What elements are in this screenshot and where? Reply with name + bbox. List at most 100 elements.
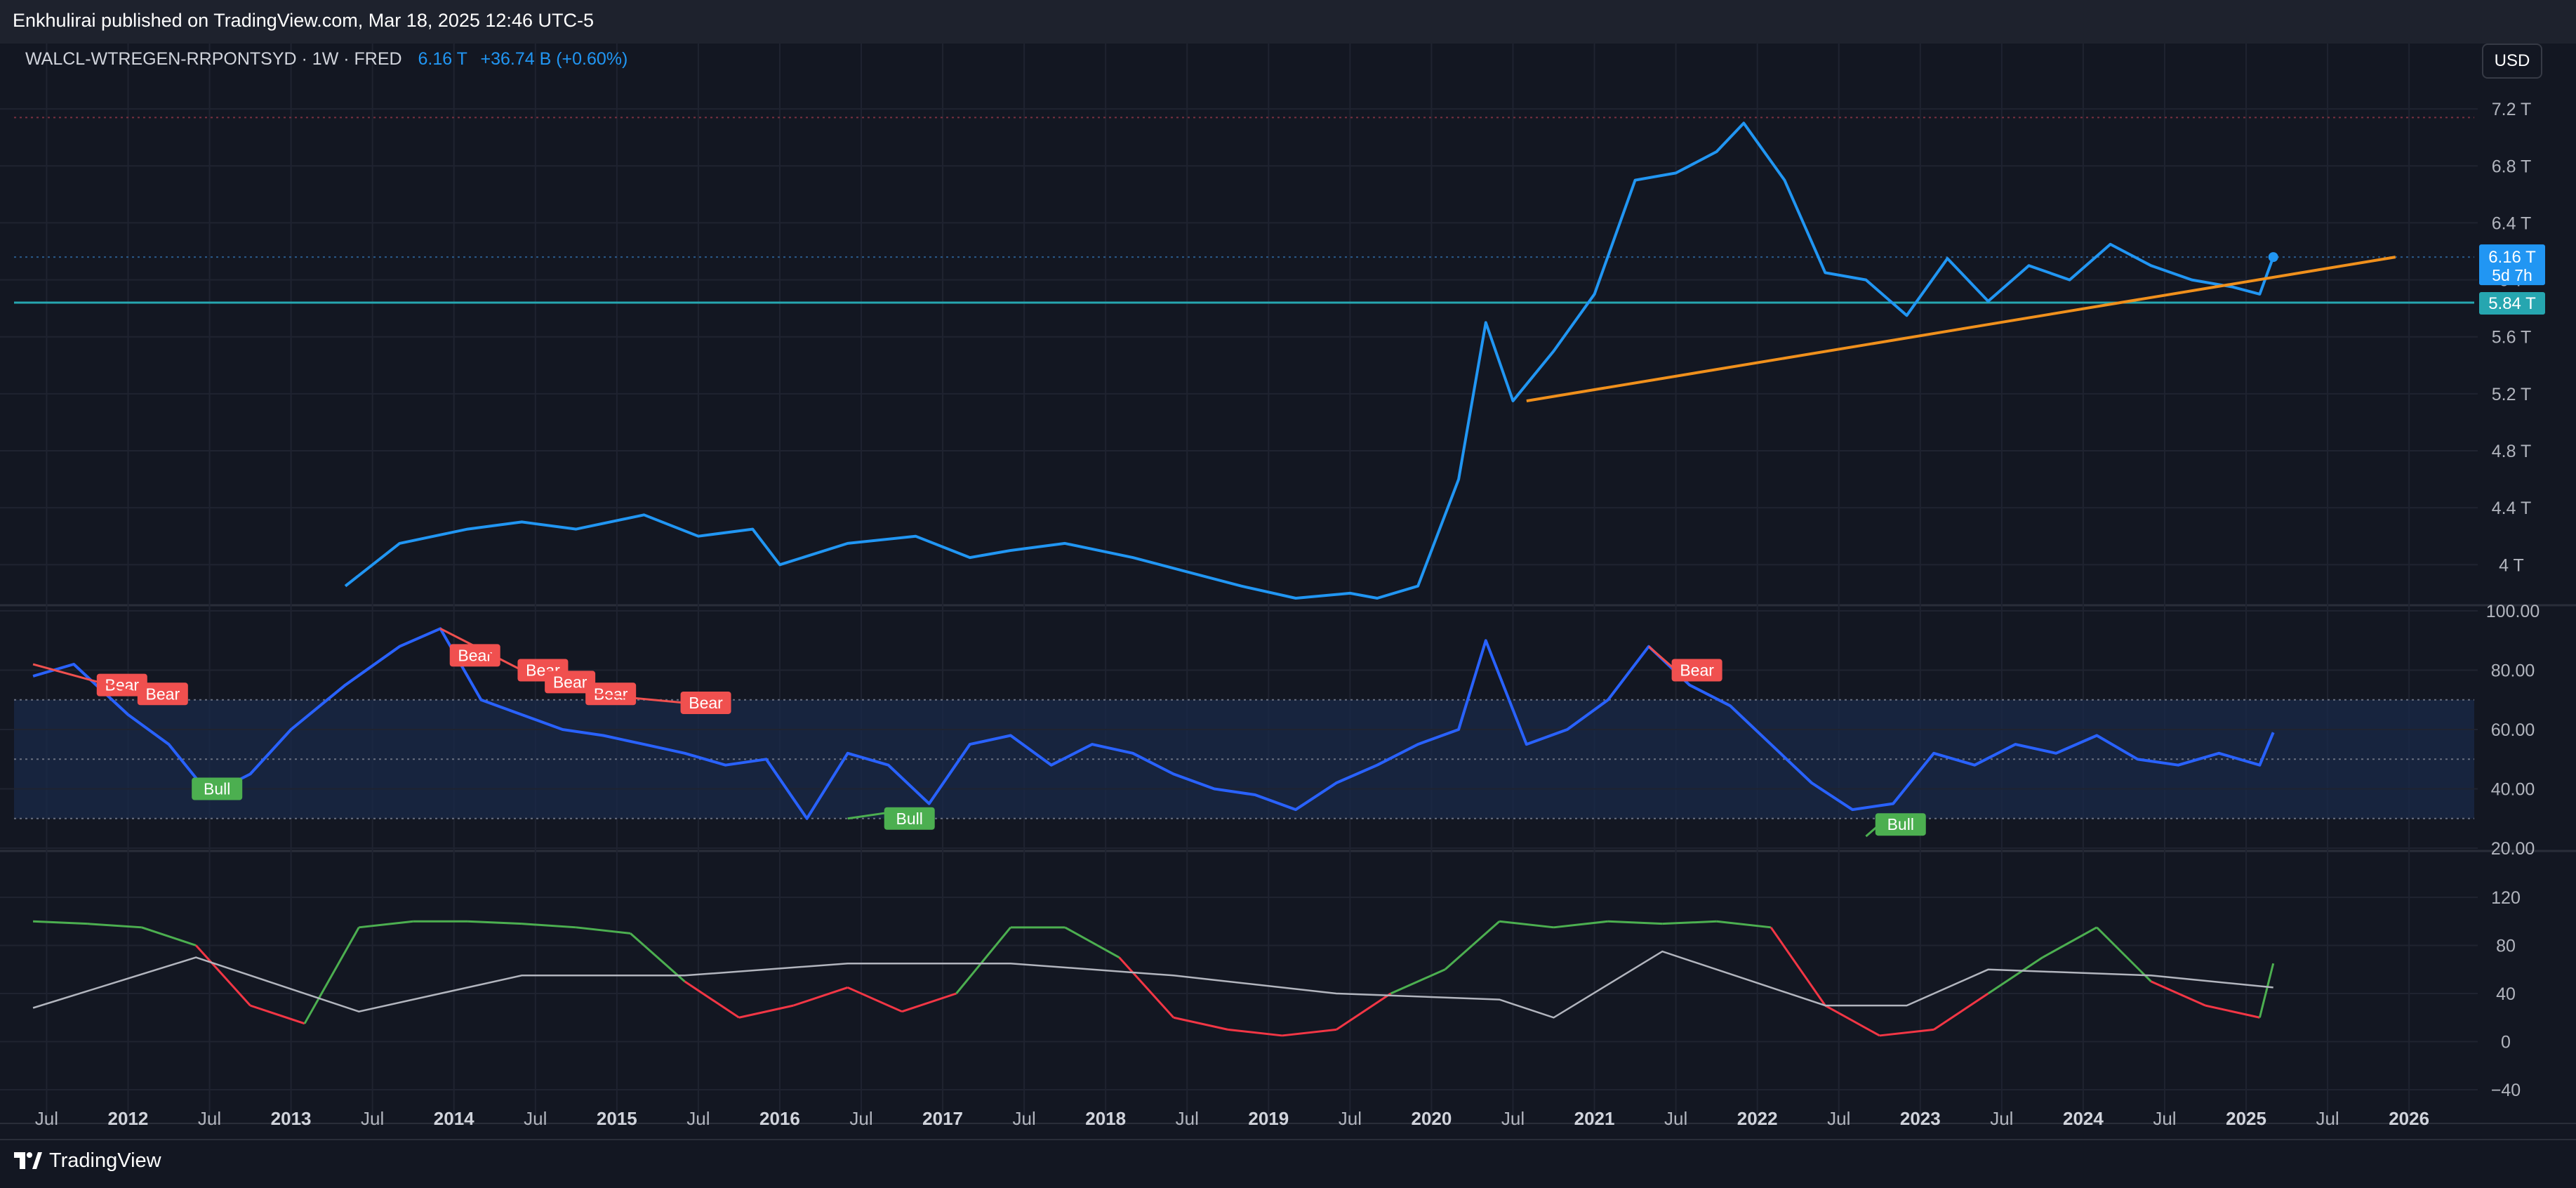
oscillator-segment: [901, 992, 957, 1013]
time-axis-label: Jul: [686, 1108, 710, 1129]
signal-label-box[interactable]: [137, 682, 188, 706]
support-price-label-box: [2479, 292, 2545, 315]
signal-label-bull: Bull: [1887, 815, 1914, 833]
oscillator-segment: [1444, 920, 1501, 970]
divergence-line: [32, 663, 142, 695]
rsi-axis-label: 60.00: [2491, 720, 2535, 740]
signal-label-box[interactable]: [884, 807, 935, 830]
oscillator-segment: [738, 1004, 794, 1019]
legend-symbol[interactable]: WALCL-WTREGEN-RRPONTSYD · 1W · FRED: [25, 49, 402, 69]
price-axis-label: 4 T: [2499, 555, 2524, 575]
time-axis-label: Jul: [2316, 1108, 2339, 1129]
trend-line[interactable]: [1526, 256, 2396, 402]
oscillator-segment: [1282, 1028, 1337, 1037]
signal-label-box[interactable]: [680, 691, 731, 714]
signal-label-box[interactable]: [1671, 659, 1722, 682]
oscillator-segment: [1553, 920, 1609, 929]
oscillator-signal-line[interactable]: [32, 950, 2273, 1019]
time-axis-label: 2018: [1085, 1108, 1126, 1129]
oscillator-segment: [847, 986, 903, 1013]
oscillator-segment: [1390, 968, 1446, 995]
oscillator-segment: [1662, 920, 1717, 925]
time-axis-label: Jul: [1990, 1108, 2013, 1129]
time-axis-label: 2020: [1412, 1108, 1452, 1129]
time-axis-label: 2026: [2389, 1108, 2429, 1129]
last-price-dot: [2268, 252, 2278, 263]
time-axis-label: Jul: [35, 1108, 58, 1129]
time-axis-label: 2016: [759, 1108, 800, 1129]
osc-axis-label: −40: [2491, 1081, 2521, 1100]
time-axis-label: Jul: [2153, 1108, 2176, 1129]
oscillator-segment: [359, 920, 413, 929]
tradingview-logo-icon: [14, 1152, 42, 1169]
signal-label-box[interactable]: [449, 644, 500, 667]
time-axis-label: Jul: [1501, 1108, 1525, 1129]
divergence-line: [439, 628, 523, 671]
chart-canvas[interactable]: Jul 2012 Jul 2013 Jul 2014 Jul 2015 Jul 2016 Jul 20…: [0, 44, 2576, 1139]
oscillator-segment: [1336, 992, 1392, 1031]
oscillator-segment: [1228, 1028, 1282, 1037]
time-axis-label: Jul: [1013, 1108, 1036, 1129]
signal-label-box[interactable]: [192, 777, 243, 800]
last-price-label-box: [2479, 244, 2545, 286]
time-axis-label: 2023: [1900, 1108, 1941, 1129]
osc-axis-label: 120: [2491, 888, 2521, 908]
currency-button[interactable]: USD: [2482, 44, 2542, 79]
chart-area[interactable]: Jul 2012 Jul 2013 Jul 2014 Jul 2015 Jul 2016 Jul 20…: [0, 44, 2576, 1139]
time-axis-label: Jul: [1339, 1108, 1362, 1129]
oscillator-segment: [467, 920, 522, 925]
signal-label-box[interactable]: [96, 673, 147, 697]
rsi-axis-label: 20.00: [2491, 839, 2535, 859]
signal-label-bull: Bull: [204, 780, 230, 798]
divergence-line: [1647, 645, 1677, 671]
oscillator-segment: [1824, 1004, 1880, 1037]
signal-label-bull: Bull: [896, 810, 923, 828]
top-bar: Enkhulirai published on TradingView.com,…: [0, 0, 2576, 44]
rsi-series-line[interactable]: [32, 627, 2275, 820]
oscillator-segment: [2042, 926, 2097, 958]
series-legend[interactable]: WALCL-WTREGEN-RRPONTSYD · 1W · FRED 6.16…: [25, 49, 628, 70]
divergence-line: [1865, 824, 1880, 838]
oscillator-segment: [1173, 1016, 1228, 1031]
divergence-line: [590, 692, 685, 704]
osc-axis-label: 80: [2496, 937, 2516, 956]
time-axis-label: 2012: [108, 1108, 149, 1129]
oscillator-segment: [2096, 926, 2152, 982]
osc-axis-label: 40: [2496, 984, 2516, 1004]
oscillator-segment: [1716, 920, 1772, 929]
price-axis-label: 6.4 T: [2492, 213, 2532, 233]
oscillator-segment: [2205, 1004, 2260, 1019]
support-price-label: 5.84 T: [2488, 294, 2536, 313]
price-series-line[interactable]: [344, 121, 2275, 600]
signal-label-bear: Bear: [553, 673, 587, 691]
time-axis-label: Jul: [1827, 1108, 1850, 1129]
time-axis-label: 2014: [434, 1108, 474, 1129]
oscillator-segment: [1607, 920, 1663, 925]
signal-label-box[interactable]: [545, 671, 596, 694]
legend-last-value: 6.16 T: [418, 49, 467, 69]
price-axis-label: 4.8 T: [2492, 442, 2532, 461]
last-price-label: 6.16 T: [2488, 248, 2536, 267]
oscillator-segment: [630, 932, 686, 982]
time-axis-label: 2015: [597, 1108, 637, 1129]
time-axis-label: 2019: [1248, 1108, 1289, 1129]
oscillator-segment: [33, 920, 88, 925]
oscillator-segment: [522, 923, 576, 929]
oscillator-segment: [1879, 1028, 1934, 1037]
time-axis-label: Jul: [1176, 1108, 1199, 1129]
oscillator-segment: [1987, 956, 2043, 995]
price-axis-label: 6.8 T: [2492, 157, 2532, 176]
time-axis-label: 2024: [2063, 1108, 2104, 1129]
rsi-axis-label: 80.00: [2491, 661, 2535, 681]
oscillator-segment: [576, 926, 631, 935]
signal-label-box[interactable]: [585, 682, 637, 706]
oscillator-segment: [684, 980, 740, 1019]
price-axis-label: 5.6 T: [2492, 328, 2532, 348]
tradingview-logo[interactable]: TradingView: [14, 1149, 161, 1173]
oscillator-segment: [1933, 992, 1989, 1031]
time-axis-label: Jul: [1664, 1108, 1687, 1129]
time-axis-label: 2022: [1737, 1108, 1778, 1129]
price-axis-label: 4.4 T: [2492, 499, 2532, 518]
bar-countdown-label: 5d 7h: [2492, 266, 2532, 284]
signal-label-box[interactable]: [1875, 813, 1926, 836]
